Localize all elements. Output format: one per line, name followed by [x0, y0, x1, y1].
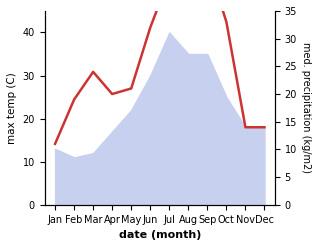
- Y-axis label: med. precipitation (kg/m2): med. precipitation (kg/m2): [301, 42, 311, 173]
- Y-axis label: max temp (C): max temp (C): [7, 72, 17, 144]
- X-axis label: date (month): date (month): [119, 230, 201, 240]
